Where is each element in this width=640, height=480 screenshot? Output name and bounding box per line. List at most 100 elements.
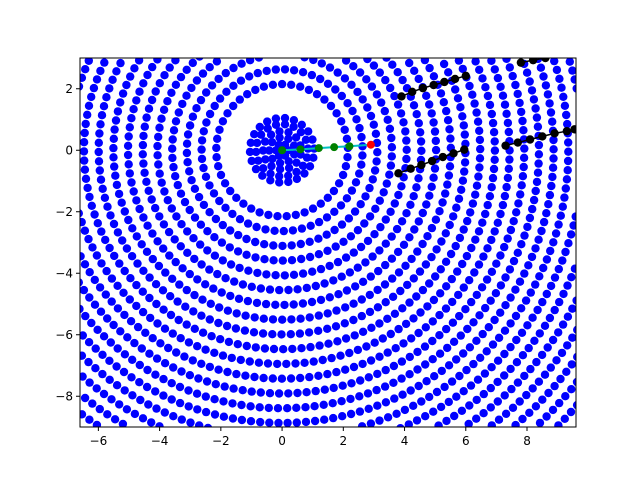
data-point (400, 405, 410, 415)
data-point (184, 338, 194, 347)
data-point (489, 164, 499, 174)
data-point (386, 207, 395, 216)
data-point (538, 297, 547, 307)
data-point (366, 356, 376, 365)
data-point (352, 115, 361, 124)
data-point (460, 158, 470, 167)
data-point (159, 391, 168, 400)
data-point (462, 251, 472, 261)
data-point (465, 401, 474, 410)
data-point (167, 395, 176, 404)
data-point (373, 148, 382, 157)
data-point (342, 134, 352, 143)
data-point (138, 307, 148, 317)
data-point (475, 311, 484, 320)
data-point (247, 282, 256, 291)
data-point (441, 189, 450, 198)
data-point (84, 338, 94, 347)
data-point (256, 417, 265, 427)
data-point (371, 129, 381, 138)
data-point (87, 92, 96, 102)
data-point (357, 160, 366, 169)
data-point (353, 87, 362, 97)
data-point (129, 105, 138, 114)
data-point (140, 168, 149, 177)
data-point (437, 237, 446, 246)
data-point (561, 184, 570, 193)
data-point (561, 392, 570, 401)
data-point (260, 344, 270, 353)
data-point (435, 349, 445, 358)
data-point (493, 218, 502, 227)
data-point (99, 389, 109, 399)
data-point (417, 146, 426, 155)
data-point (526, 288, 535, 297)
data-point (550, 58, 559, 66)
data-point (158, 286, 168, 295)
data-point (418, 208, 427, 218)
data-point (298, 161, 308, 170)
data-point (373, 401, 382, 410)
data-point (163, 97, 172, 106)
data-point (353, 263, 362, 272)
data-point (519, 153, 529, 162)
path-node (314, 144, 323, 153)
data-point (320, 279, 329, 288)
data-point (527, 252, 537, 262)
data-point (519, 162, 528, 172)
data-point (554, 328, 563, 337)
data-point (427, 223, 437, 233)
data-point (183, 130, 193, 139)
data-point (237, 59, 246, 68)
data-point (533, 122, 543, 131)
data-point (275, 127, 284, 136)
data-point (207, 81, 217, 90)
data-point (153, 141, 162, 151)
data-point (450, 411, 459, 421)
data-point (343, 99, 352, 108)
data-point (500, 242, 509, 252)
data-point (141, 328, 150, 337)
data-point (80, 372, 87, 381)
data-point (524, 343, 533, 353)
data-point (520, 144, 529, 153)
data-point (422, 200, 431, 209)
data-point (108, 75, 117, 85)
data-point (292, 418, 301, 427)
data-point (539, 263, 548, 273)
data-point (474, 172, 483, 181)
data-point (314, 326, 323, 335)
data-point (266, 130, 276, 139)
data-point (564, 147, 573, 156)
data-point (142, 382, 152, 392)
data-point (422, 91, 431, 101)
data-point (420, 342, 430, 351)
data-point (349, 362, 359, 372)
data-point (178, 264, 187, 273)
data-point (472, 290, 481, 300)
data-point (329, 413, 338, 423)
data-point (380, 382, 390, 391)
data-point (232, 309, 241, 318)
data-point (438, 198, 447, 207)
data-point (275, 285, 284, 295)
data-point (552, 356, 561, 365)
data-point (275, 172, 284, 181)
data-point (215, 303, 224, 312)
data-point (277, 330, 286, 339)
data-point (381, 298, 390, 307)
data-point (436, 265, 445, 274)
data-point (168, 274, 177, 283)
data-point (242, 341, 251, 351)
data-point (135, 360, 144, 370)
data-point (127, 373, 136, 382)
data-point (341, 58, 351, 65)
data-point (105, 84, 114, 93)
data-point (234, 294, 244, 303)
data-point (504, 164, 513, 173)
data-point (274, 389, 284, 398)
data-point (375, 352, 384, 361)
data-point (152, 404, 161, 413)
data-point (265, 285, 275, 294)
data-point (490, 227, 499, 236)
